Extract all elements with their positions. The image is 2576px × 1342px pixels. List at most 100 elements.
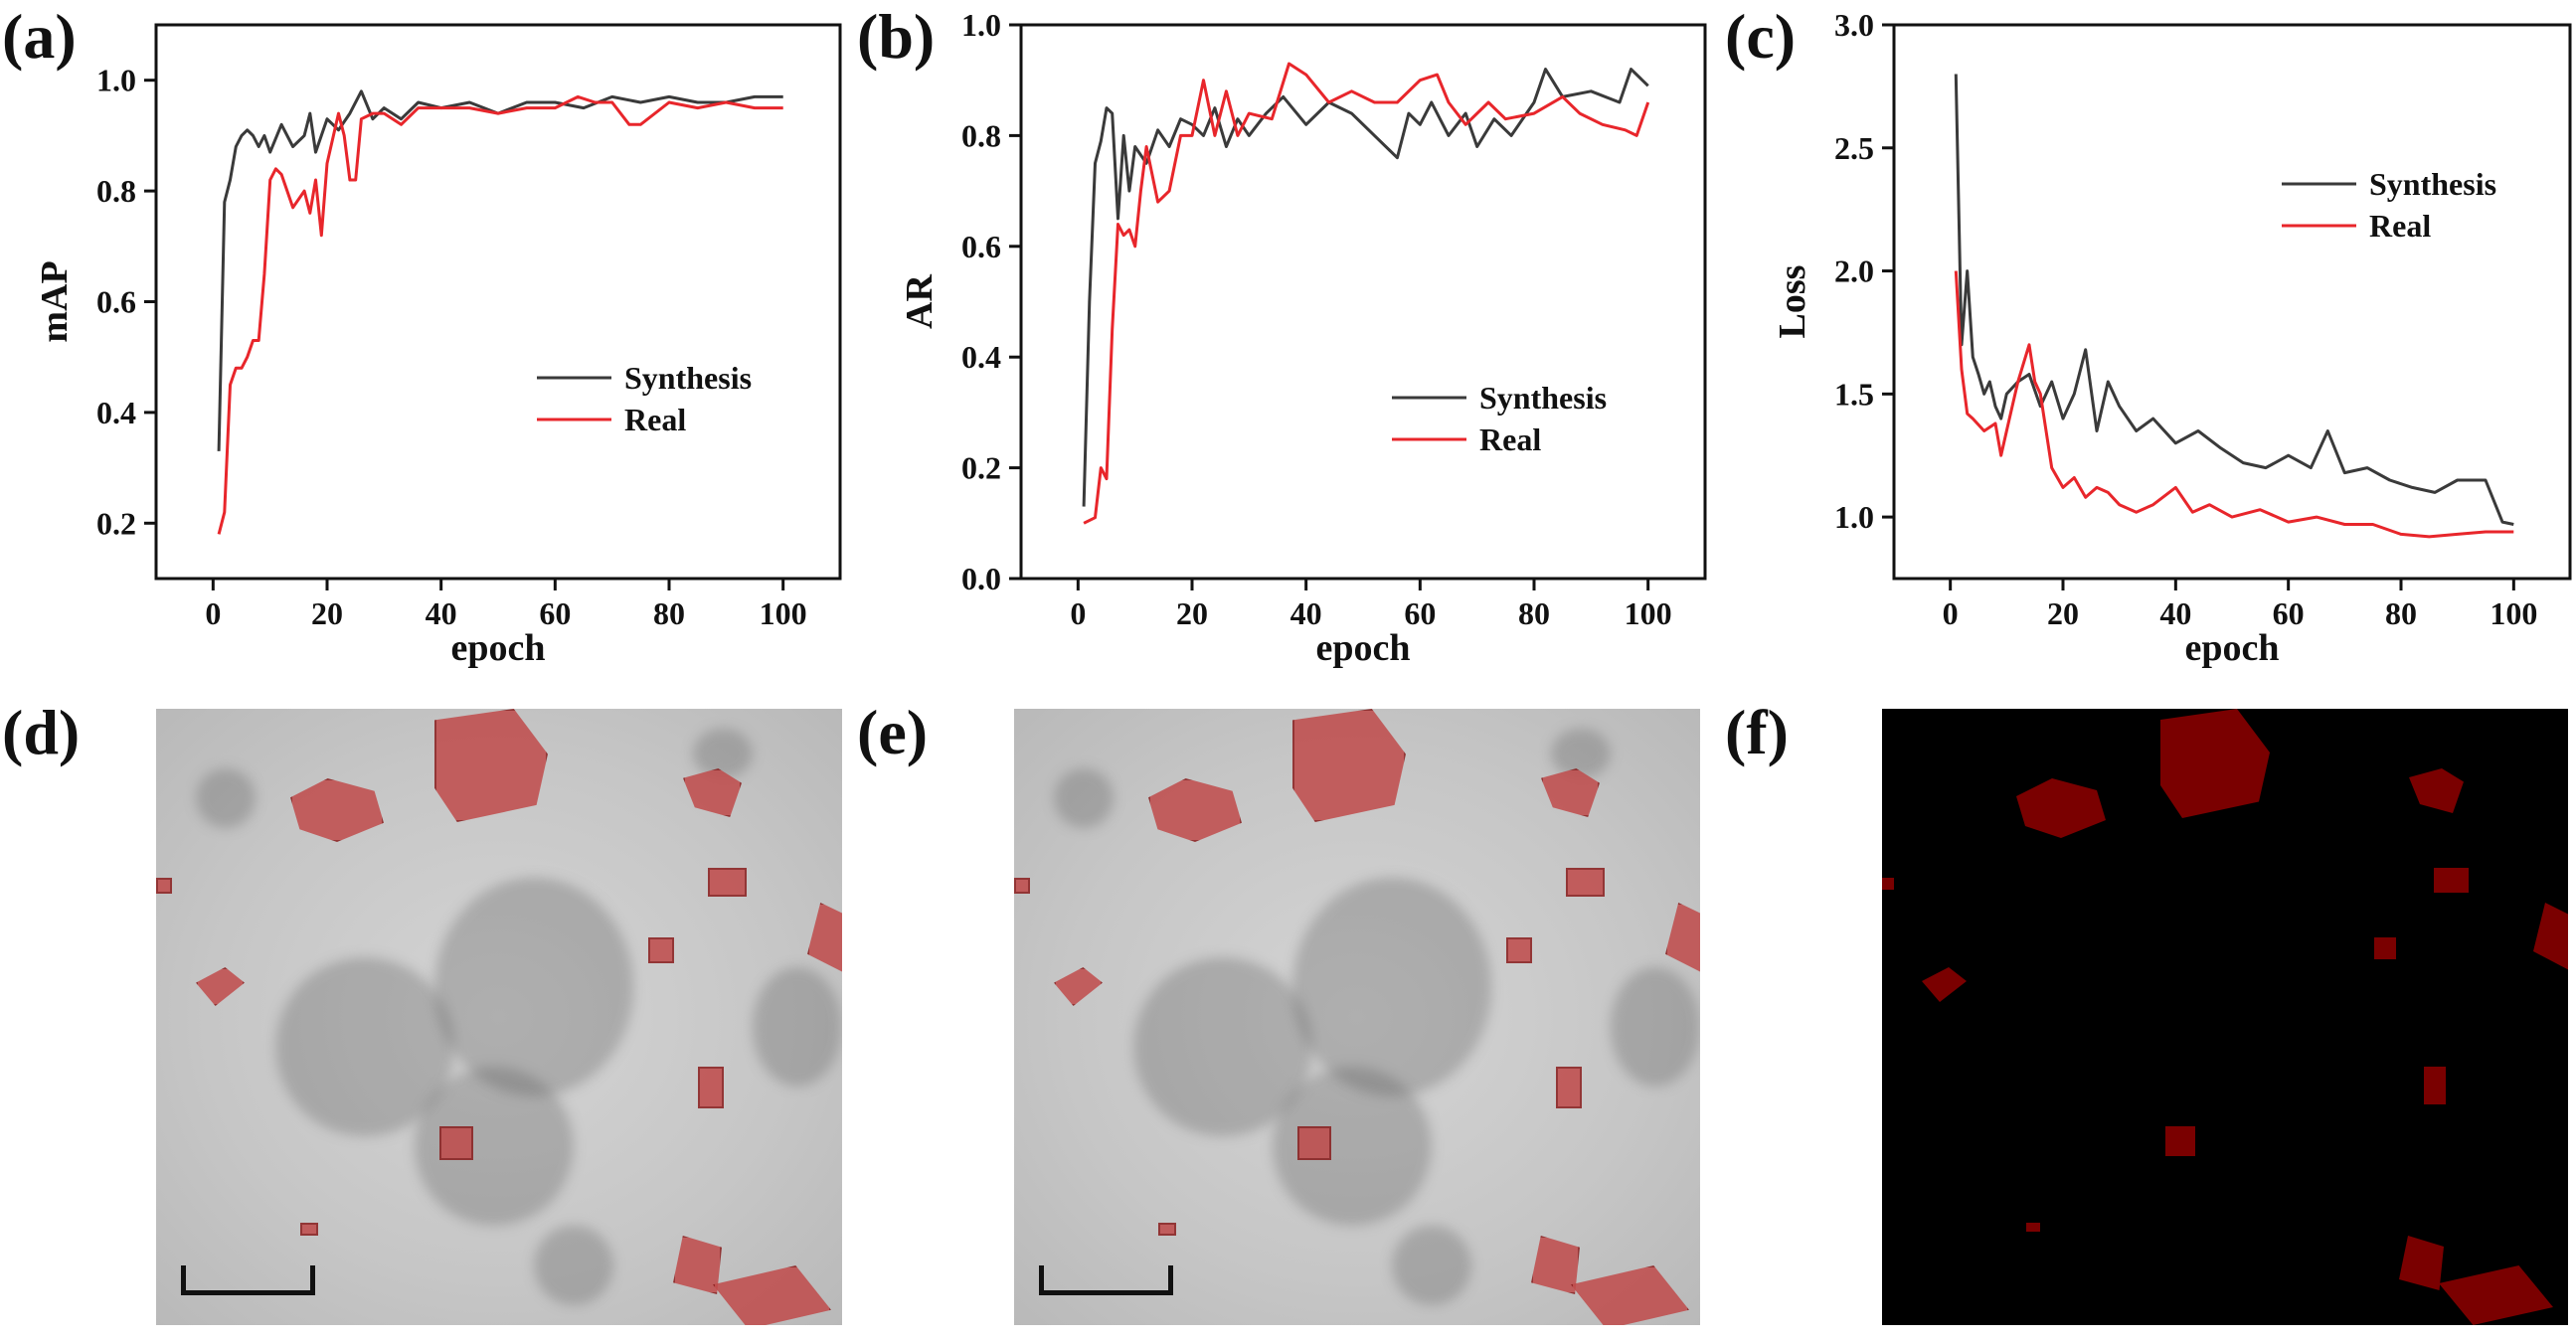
crystal-mask <box>713 1265 831 1325</box>
crystal-mask <box>1292 709 1406 822</box>
x-tick-label: 60 <box>2273 595 2305 631</box>
x-tick-label: 100 <box>1625 595 1672 631</box>
crystal-mask <box>1054 967 1103 1006</box>
panel-label-d: (d) <box>2 697 81 767</box>
crystal-mask <box>648 937 674 963</box>
crystal-mask <box>807 903 842 976</box>
y-tick-label: 1.0 <box>96 63 136 98</box>
crystal-mask <box>1556 1067 1582 1108</box>
crystal-mask <box>1922 967 1967 1002</box>
crystal-mask <box>2409 768 2464 813</box>
crystal-mask <box>1297 1126 1331 1160</box>
crystal-mask <box>1566 868 1605 897</box>
ar-chart: 0 20 40 60 80 100 0.0 0.2 0.4 0.6 0.8 1.0 epoch AR Syn… <box>899 7 1707 669</box>
x-axis-label: epoch <box>451 627 546 669</box>
series-line-synthesis <box>1954 74 2514 526</box>
crystal-mask <box>439 1126 473 1160</box>
panel-label-e: (e) <box>857 697 929 767</box>
panel-label-b: (b) <box>857 1 936 72</box>
x-tick-label: 20 <box>1176 595 1208 631</box>
crystal-mask <box>2434 868 2469 893</box>
crystal-mask <box>698 1067 724 1108</box>
y-tick-label: 0.6 <box>96 284 136 320</box>
y-tick-label: 2.5 <box>1834 130 1874 166</box>
x-tick-label: 20 <box>311 595 343 631</box>
x-tick-label: 100 <box>760 595 807 631</box>
x-tick-label: 0 <box>205 595 221 631</box>
y-tick-label: 2.0 <box>1834 253 1874 289</box>
x-tick-label: 100 <box>2490 595 2537 631</box>
y-tick-label: 0.6 <box>961 229 1001 264</box>
crystal-mask <box>300 1223 318 1236</box>
panel-label-f: (f) <box>1725 697 1789 767</box>
ground-truth-overlay-image-e <box>1014 709 1700 1325</box>
crystal-mask <box>2439 1265 2553 1325</box>
crystal-mask <box>1506 937 1532 963</box>
y-tick-label: 0.2 <box>961 450 1001 486</box>
y-tick-label: 1.5 <box>1834 376 1874 412</box>
x-tick-label: 20 <box>2047 595 2079 631</box>
crystal-mask <box>708 868 747 897</box>
x-tick-label: 40 <box>1290 595 1322 631</box>
y-tick-label: 0.0 <box>961 561 1001 596</box>
x-axis-label: epoch <box>1316 627 1411 669</box>
y-axis-label: AR <box>899 274 941 329</box>
crystal-mask <box>2424 1067 2446 1104</box>
crystal-mask <box>1014 878 1030 894</box>
plot-frame <box>1019 23 1707 581</box>
scale-bar <box>181 1265 315 1295</box>
crystal-mask <box>290 778 384 842</box>
x-tick-label: 60 <box>539 595 571 631</box>
y-tick-label: 0.2 <box>96 505 136 541</box>
y-tick-label: 0.4 <box>96 395 136 430</box>
crystal-mask <box>2533 903 2568 972</box>
y-tick-label: 1.0 <box>961 7 1001 43</box>
y-tick-label: 0.8 <box>961 117 1001 153</box>
series-line-real <box>217 94 783 535</box>
x-axis-label: epoch <box>2185 627 2280 669</box>
y-axis-label: mAP <box>34 260 76 342</box>
crystal-mask <box>1158 1223 1176 1236</box>
series-line-synthesis <box>1082 68 1649 507</box>
crystal-mask <box>2016 778 2106 838</box>
x-tick-label: 40 <box>2159 595 2191 631</box>
plot-frame <box>154 23 842 581</box>
x-tick-label: 0 <box>1943 595 1959 631</box>
crystal-mask <box>196 967 245 1006</box>
crystal-mask <box>2399 1236 2444 1290</box>
y-tick-label: 1.0 <box>1834 499 1874 535</box>
y-tick-label: 3.0 <box>1834 7 1874 43</box>
crystal-mask <box>1148 778 1242 842</box>
y-tick-label: 0.8 <box>96 173 136 209</box>
crystal-mask <box>1882 878 1894 890</box>
legend-label: Real <box>2369 208 2431 244</box>
legend-label: Real <box>624 402 686 437</box>
legend-label: Synthesis <box>1479 380 1607 416</box>
crystal-mask <box>2026 1223 2040 1232</box>
crystal-mask <box>2160 709 2270 818</box>
binary-mask-image-f <box>1882 709 2568 1325</box>
x-tick-label: 80 <box>2385 595 2417 631</box>
series-line-real <box>1954 270 2514 539</box>
scale-bar <box>1039 1265 1173 1295</box>
legend-label: Synthesis <box>2369 166 2496 202</box>
series-line-synthesis <box>217 89 783 451</box>
y-axis-label: Loss <box>1772 265 1813 339</box>
panel-label-c: (c) <box>1725 1 1797 72</box>
plot-frame <box>1892 23 2572 581</box>
loss-chart: 0 20 40 60 80 100 1.0 1.5 2.0 2.5 3.0 epoch Loss Synt… <box>1772 7 2572 669</box>
x-tick-label: 40 <box>426 595 457 631</box>
prediction-overlay-image-d <box>156 709 842 1325</box>
crystal-mask <box>2165 1126 2195 1156</box>
map-chart: 0 20 40 60 80 100 0.2 0.4 0.6 0.8 1.0 epoch mAP Synth… <box>34 23 842 669</box>
crystal-mask <box>434 709 548 822</box>
legend-label: Real <box>1479 421 1541 457</box>
panel-label-a: (a) <box>2 1 77 72</box>
series-line-real <box>1083 62 1650 525</box>
x-tick-label: 0 <box>1070 595 1086 631</box>
crystal-mask <box>1571 1265 1689 1325</box>
x-tick-label: 80 <box>653 595 685 631</box>
crystal-mask <box>156 878 172 894</box>
crystal-mask <box>1665 903 1700 976</box>
x-tick-label: 60 <box>1404 595 1436 631</box>
